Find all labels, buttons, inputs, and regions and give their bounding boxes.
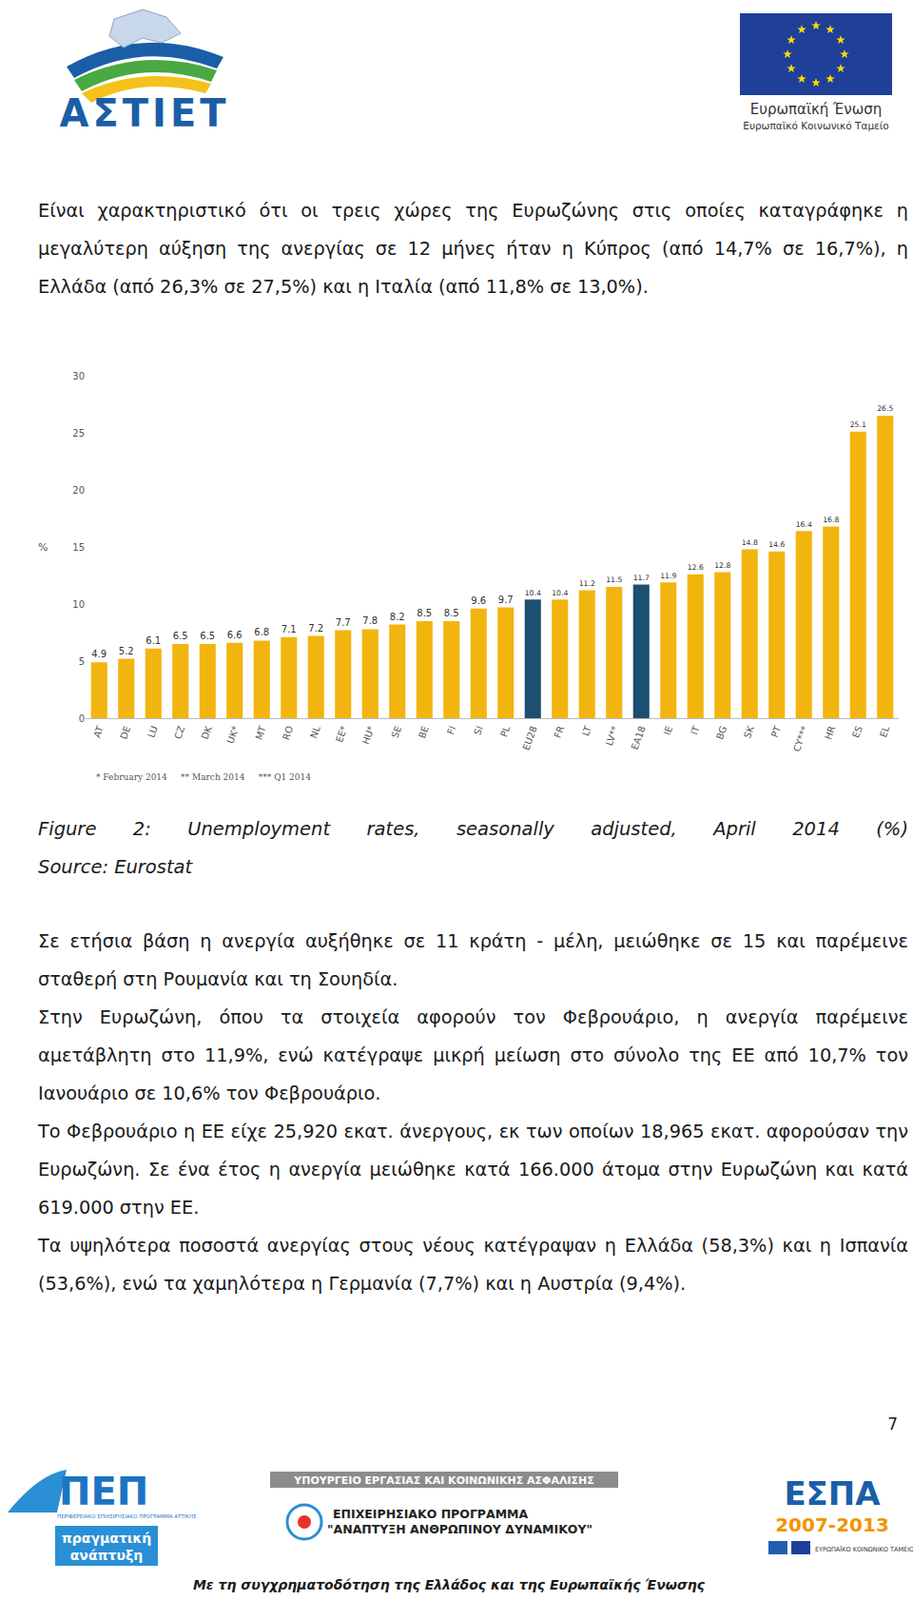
svg-text:SK: SK (741, 723, 757, 739)
html-text:Figure 2: Unemployment rates,: Figure 2: Unemployment rates, seasonally… (38, 817, 909, 840)
svg-text:10.4: 10.4 (551, 588, 568, 598)
svg-text:12.8: 12.8 (714, 561, 731, 570)
svg-text:8.5: 8.5 (444, 607, 460, 619)
svg-text:4.9: 4.9 (91, 648, 107, 660)
html-text:Είναι χαρακτηριστικό ότι οι τρ: Είναι χαρακτηριστικό ότι οι τρεις χώρες … (38, 199, 909, 298)
svg-text:LU: LU (145, 724, 160, 739)
svg-text:NL: NL (308, 723, 323, 739)
svg-text:UK*: UK* (225, 724, 242, 746)
svg-text:ανάπτυξη: ανάπτυξη (70, 1547, 143, 1563)
svg-text:FI: FI (445, 724, 458, 737)
svg-text:12.6: 12.6 (687, 563, 704, 572)
svg-text:7.2: 7.2 (308, 622, 324, 634)
svg-text:20: 20 (72, 485, 85, 496)
svg-text:HU*: HU* (360, 724, 377, 746)
svg-text:AT: AT (91, 723, 106, 739)
html-text:Source: Eurostat: Source: Eurostat (38, 855, 193, 878)
svg-text:"ΑΝΑΠΤΥΞΗ ΑΝΘΡΩΠΙΝΟΥ ΔΥΝΑΜΙΚΟΥ: "ΑΝΑΠΤΥΞΗ ΑΝΘΡΩΠΙΝΟΥ ΔΥΝΑΜΙΚΟΥ" (327, 1521, 593, 1536)
svg-text:25: 25 (72, 427, 85, 439)
svg-text:10: 10 (72, 599, 85, 610)
svg-text:DK: DK (199, 723, 214, 741)
svg-text:HR: HR (822, 724, 837, 741)
svg-text:11.5: 11.5 (605, 575, 622, 584)
svg-text:MT: MT (252, 723, 269, 741)
svg-text:10.4: 10.4 (524, 588, 542, 598)
svg-text:IT: IT (688, 723, 702, 737)
svg-text:6.5: 6.5 (173, 630, 189, 642)
svg-text:πραγματική: πραγματική (61, 1530, 152, 1546)
html-text:Σε ετήσια βάση η ανεργία αυξήθ: Σε ετήσια βάση η ανεργία αυξήθηκε σε 11 … (38, 930, 909, 991)
svg-text:25.1: 25.1 (850, 420, 867, 429)
svg-text:Ευρωπαϊκό Κοινωνικό Ταμείο: Ευρωπαϊκό Κοινωνικό Ταμείο (742, 119, 889, 132)
svg-text:6.6: 6.6 (227, 629, 243, 641)
svg-text:ΕΣΠΑ: ΕΣΠΑ (783, 1474, 881, 1513)
svg-text:RO: RO (280, 724, 295, 742)
svg-text:16.8: 16.8 (822, 515, 839, 525)
html-text:7: 7 (887, 1414, 898, 1434)
svg-text:7.8: 7.8 (362, 615, 378, 626)
svg-text:ΠΕΠ: ΠΕΠ (58, 1469, 149, 1514)
svg-text:ΕΠΙΧΕΙΡΗΣΙΑΚΟ ΠΡΟΓΡΑΜΜΑ: ΕΠΙΧΕΙΡΗΣΙΑΚΟ ΠΡΟΓΡΑΜΜΑ (332, 1506, 529, 1521)
svg-text:SE: SE (389, 724, 405, 740)
svg-text:CZ: CZ (172, 724, 187, 741)
svg-text:ΥΠΟΥΡΓΕΙΟ ΕΡΓΑΣΙΑΣ ΚΑΙ ΚΟΙΝΩΝΙ: ΥΠΟΥΡΓΕΙΟ ΕΡΓΑΣΙΑΣ ΚΑΙ ΚΟΙΝΩΝΙΚΗΣ ΑΣΦΑΛΙ… (292, 1474, 595, 1487)
svg-text:EU28: EU28 (520, 724, 539, 753)
svg-text:14.8: 14.8 (741, 538, 758, 547)
svg-text:EE*: EE* (333, 724, 350, 744)
svg-text:9.7: 9.7 (498, 594, 514, 605)
svg-text:LV**: LV** (603, 724, 622, 748)
svg-text:6.5: 6.5 (199, 630, 215, 642)
svg-text:5.2: 5.2 (118, 645, 135, 657)
svg-text:7.7: 7.7 (335, 617, 351, 628)
svg-text:BE: BE (416, 724, 431, 740)
svg-text:15: 15 (72, 542, 85, 553)
svg-text:9.6: 9.6 (470, 595, 486, 606)
svg-text:IE: IE (661, 724, 676, 737)
svg-text:2007-2013: 2007-2013 (775, 1513, 890, 1536)
svg-text:6.1: 6.1 (145, 635, 161, 646)
svg-text:Ευρωπαϊκή Ένωση: Ευρωπαϊκή Ένωση (750, 100, 883, 118)
svg-text:SI: SI (471, 724, 486, 737)
svg-text:DE: DE (117, 724, 133, 741)
html-text:Με τη συγχρηματοδότηση της Ελλ: Με τη συγχρηματοδότηση της Ελλάδος και τ… (192, 1576, 705, 1593)
svg-text:16.4: 16.4 (796, 520, 813, 529)
svg-text:LT: LT (580, 723, 594, 738)
svg-text:EA18: EA18 (629, 724, 648, 752)
svg-text:8.5: 8.5 (416, 607, 432, 619)
svg-text:11.9: 11.9 (660, 571, 677, 581)
svg-text:ΕΥΡΩΠΑΪΚΟ ΚΟΙΝΩΝΙΚΟ ΤΑΜΕΙΟ: ΕΥΡΩΠΑΪΚΟ ΚΟΙΝΩΝΙΚΟ ΤΑΜΕΙΟ (815, 1545, 913, 1554)
svg-text:* February 2014 ** March 2: * February 2014 ** March 2014 *** Q1 201… (96, 772, 311, 782)
svg-text:26.5: 26.5 (876, 404, 894, 413)
svg-text:11.2: 11.2 (579, 579, 596, 588)
svg-text:8.2: 8.2 (389, 611, 406, 622)
svg-text:ΠΕΡΙΦΕΡΕΙΑΚΟ ΕΠΙΧΕΙΡΗΣΙΑΚΟ ΠΡΟ: ΠΕΡΙΦΕΡΕΙΑΚΟ ΕΠΙΧΕΙΡΗΣΙΑΚΟ ΠΡΟΓΡΑΜΜΑ ΑΤΤ… (57, 1513, 197, 1519)
svg-text:EL: EL (877, 723, 893, 739)
svg-text:ES: ES (850, 724, 865, 740)
svg-text:PL: PL (498, 723, 512, 739)
svg-text:11.7: 11.7 (633, 573, 650, 583)
html-text:Στην Ευρωζώνη, όπου τα στοιχεί: Στην Ευρωζώνη, όπου τα στοιχεία αφορούν … (38, 1006, 909, 1105)
svg-text:5: 5 (78, 656, 85, 667)
html-text:Τα υψηλότερα ποσοστά ανεργίας: Τα υψηλότερα ποσοστά ανεργίας στους νέου… (38, 1234, 909, 1295)
svg-text:0: 0 (78, 713, 85, 724)
svg-text:30: 30 (72, 370, 85, 382)
html-text:Το Φεβρουάριο η ΕΕ είχε 25,920: Το Φεβρουάριο η ΕΕ είχε 25,920 εκατ. άνε… (38, 1120, 909, 1219)
svg-text:ΑΣΤΙΕΤ: ΑΣΤΙΕΤ (58, 91, 230, 136)
svg-text:14.6: 14.6 (768, 540, 785, 549)
svg-text:7.1: 7.1 (281, 623, 297, 635)
svg-text:CY***: CY*** (791, 724, 811, 754)
svg-text:6.8: 6.8 (253, 626, 270, 638)
svg-text:BG: BG (714, 724, 729, 741)
svg-text:%: % (38, 541, 48, 554)
svg-text:FR: FR (552, 724, 567, 740)
svg-text:PT: PT (769, 723, 784, 739)
